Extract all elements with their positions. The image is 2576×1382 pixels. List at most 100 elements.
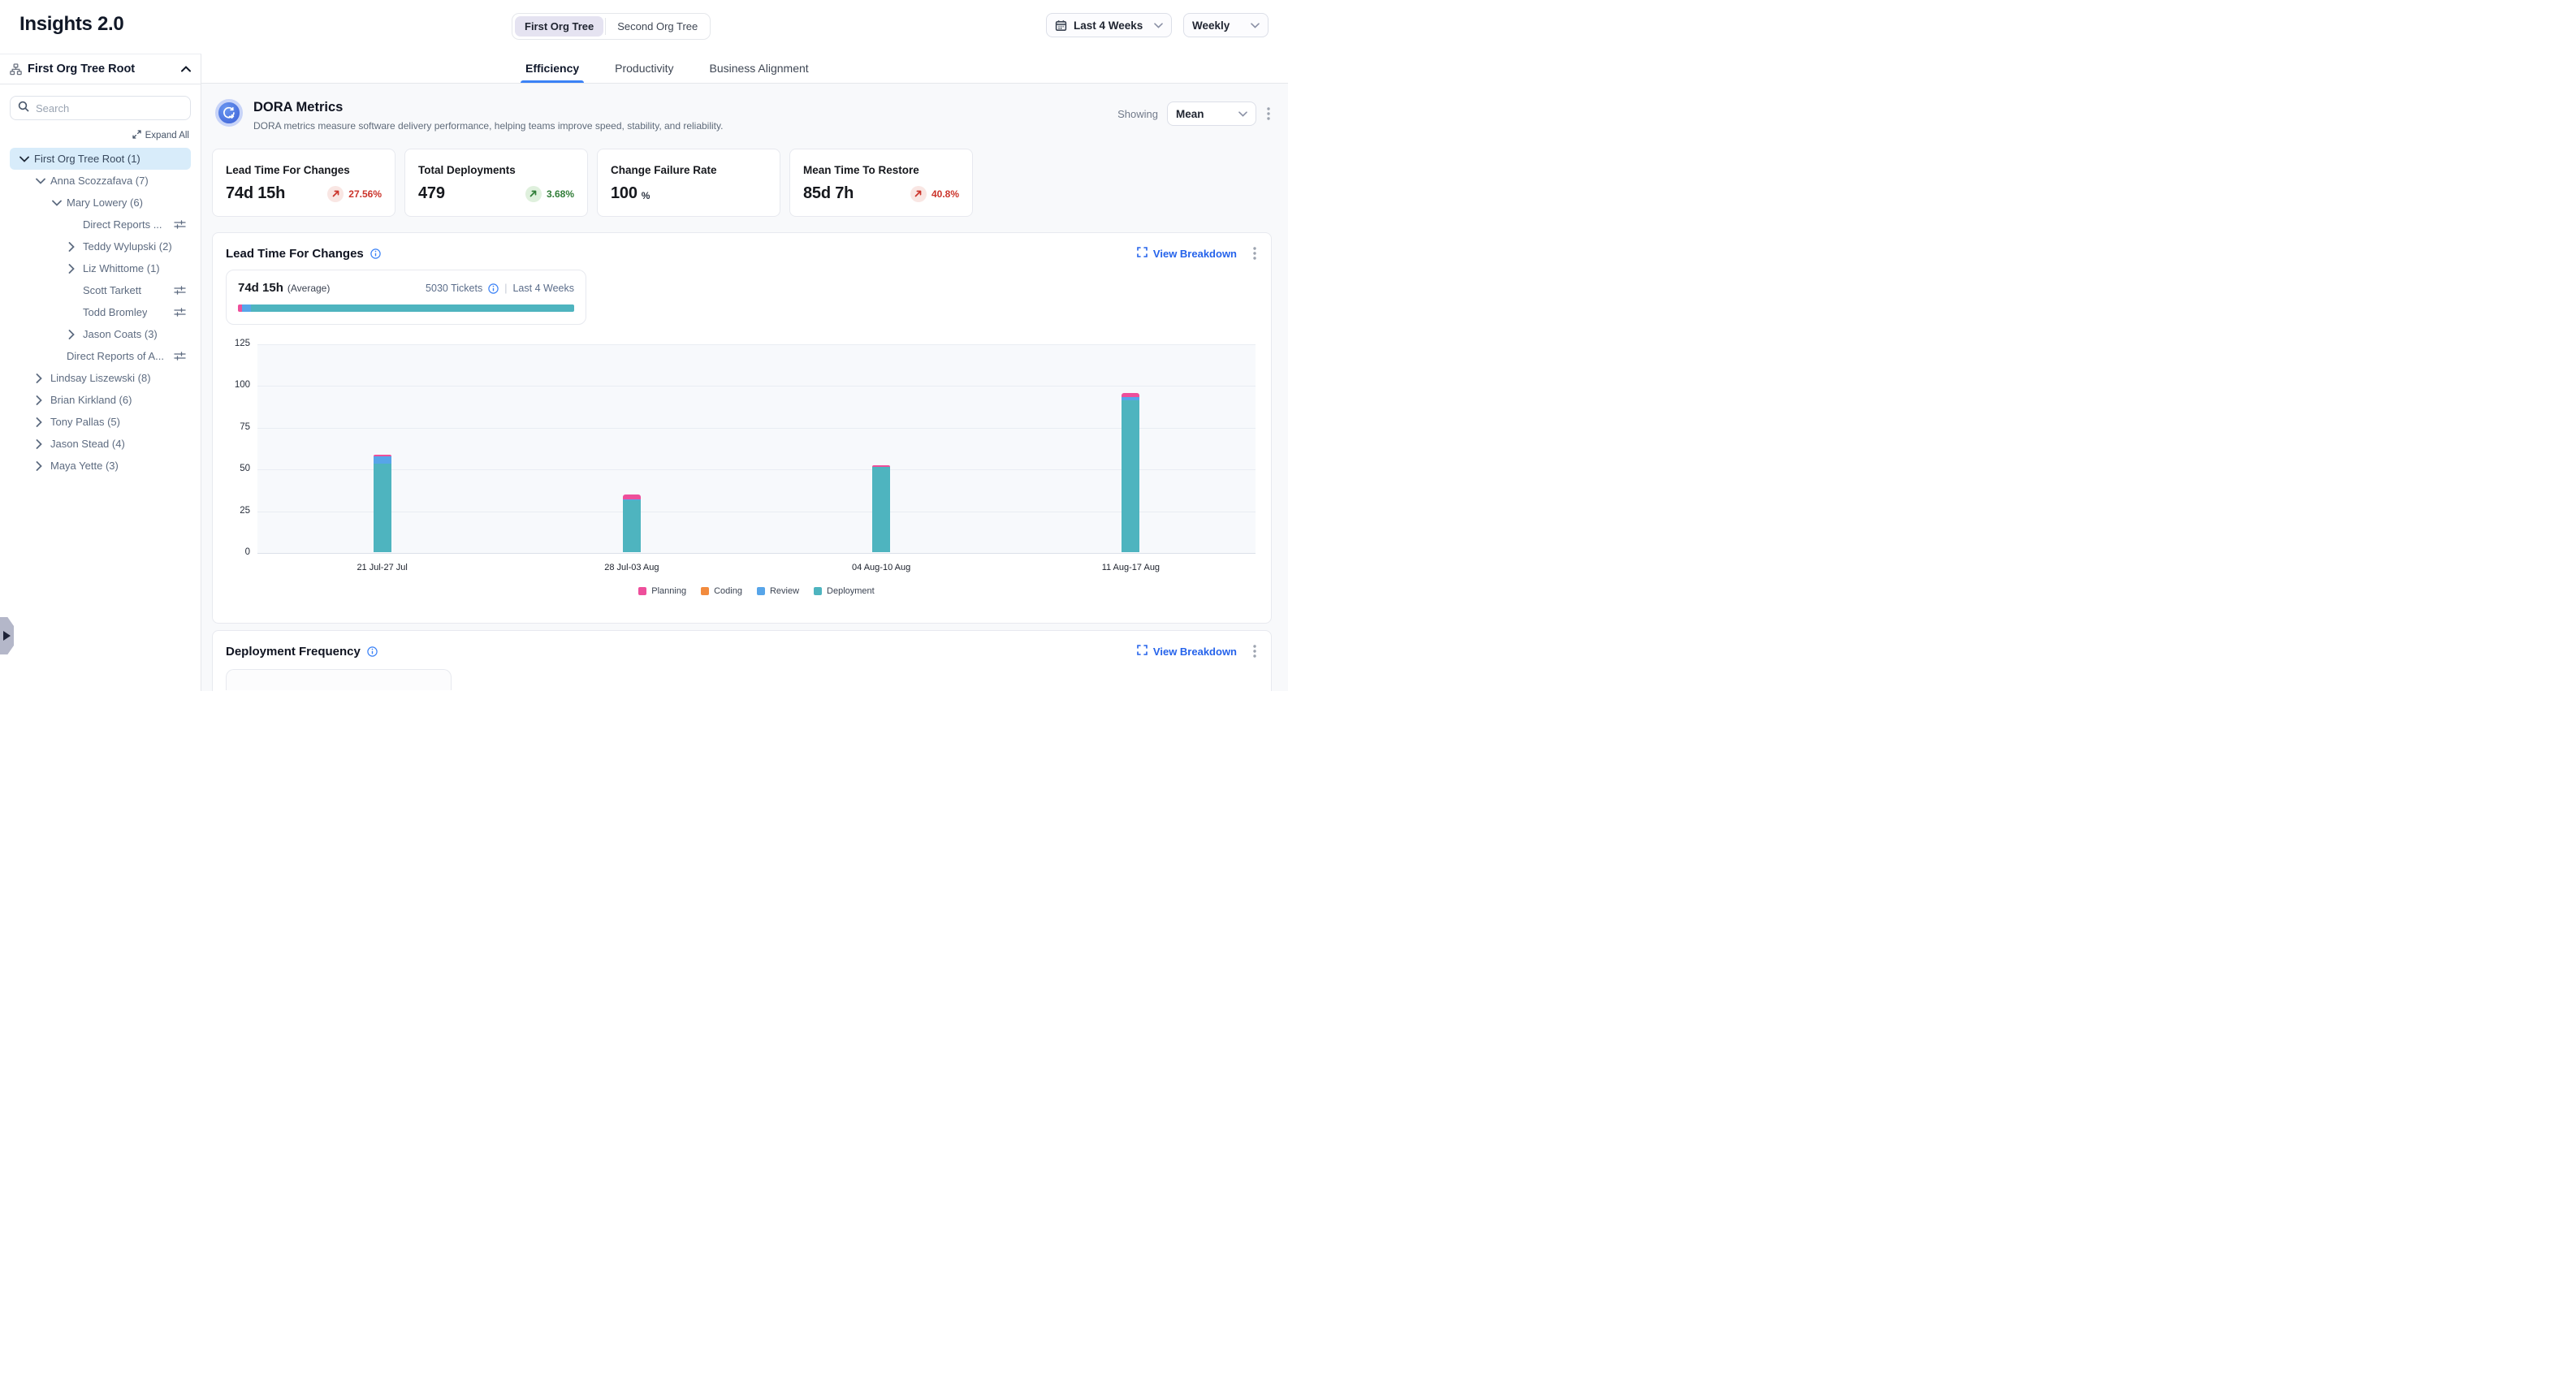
chevron-right-icon: [68, 241, 78, 252]
info-icon[interactable]: [488, 283, 499, 294]
phase-segment-deployment: [251, 304, 574, 312]
trend-delta: 40.8%: [931, 188, 959, 200]
x-axis-label: 28 Jul-03 Aug: [604, 563, 659, 572]
chevron-right-icon: [36, 460, 45, 471]
legend-item-coding: Coding: [701, 586, 742, 596]
tree-item[interactable]: Liz Whittome (1): [10, 257, 191, 279]
trend-badge: 27.56%: [327, 185, 382, 202]
filter-sliders-icon[interactable]: [174, 351, 186, 361]
granularity-select[interactable]: Weekly: [1183, 13, 1269, 37]
chart-plot-area: [257, 344, 1256, 554]
filter-sliders-icon[interactable]: [174, 219, 186, 230]
tree-item[interactable]: Teddy Wylupski (2): [10, 235, 191, 257]
tree-item[interactable]: Lindsay Liszewski (8): [10, 367, 191, 389]
lead-time-chart: 0 25 50 75 100 125 21 Jul-27 Jul 28 Jul-03 Aug 0…: [226, 335, 1258, 602]
summary-value-suffix: (Average): [287, 283, 331, 294]
tree-item-label: Jason Coats (3): [83, 328, 158, 340]
y-axis-tick: 0: [244, 547, 250, 557]
trend-up-arrow-icon: [327, 185, 344, 202]
gridline: [257, 386, 1256, 387]
tree-item-label: Anna Scozzafava (7): [50, 175, 149, 187]
caret-right-icon: [3, 631, 11, 641]
sidebar-collapse-button[interactable]: [181, 66, 191, 72]
filter-sliders-icon[interactable]: [174, 285, 186, 296]
tree-item[interactable]: First Org Tree Root (1): [10, 148, 191, 170]
showing-controls: Showing Mean: [1117, 99, 1272, 126]
date-range-select[interactable]: Last 4 Weeks: [1046, 13, 1172, 37]
metric-value-row: 85d 7h 40.8%: [803, 184, 959, 203]
chevron-right-icon: [68, 263, 78, 274]
metric-value-row: 74d 15h 27.56%: [226, 184, 382, 203]
view-breakdown-button[interactable]: View Breakdown: [1137, 247, 1237, 260]
granularity-value: Weekly: [1192, 19, 1230, 32]
lead-time-section: Lead Time For Changes View Breakdown: [212, 232, 1272, 624]
chevron-right-icon: [36, 373, 45, 383]
deployment-frequency-summary-card: [226, 669, 452, 690]
deployment-frequency-header: Deployment Frequency View Breakdown: [226, 642, 1258, 660]
expand-all-button[interactable]: Expand All: [132, 130, 189, 141]
metric-card-mean-time-to-restore: Mean Time To Restore 85d 7h 40.8%: [789, 149, 973, 217]
tree-item-label: Brian Kirkland (6): [50, 394, 132, 406]
phase-distribution-bar: [238, 304, 574, 312]
trend-up-arrow-icon: [910, 185, 927, 202]
metric-value: 85d 7h: [803, 184, 854, 202]
tree-item[interactable]: Tony Pallas (5): [10, 411, 191, 433]
search-input[interactable]: [36, 101, 183, 114]
tab-bar: Efficiency Productivity Business Alignment: [201, 54, 1288, 84]
legend-label: Planning: [651, 586, 687, 596]
tree-item[interactable]: Anna Scozzafava (7): [10, 170, 191, 192]
view-breakdown-icon: [1137, 247, 1148, 260]
gridline: [257, 344, 1256, 345]
tree-item-label: Liz Whittome (1): [83, 262, 160, 274]
panel-expand-tab[interactable]: [0, 617, 14, 654]
tree-item[interactable]: Mary Lowery (6): [10, 192, 191, 214]
tree-item[interactable]: Jason Stead (4): [10, 433, 191, 455]
sidebar: First Org Tree Root: [0, 54, 201, 691]
tab-business-alignment[interactable]: Business Alignment: [709, 62, 809, 75]
org-tree-toggle-second[interactable]: Second Org Tree: [607, 16, 707, 37]
deployment-frequency-kebab-menu[interactable]: [1251, 643, 1258, 659]
trend-up-arrow-icon: [525, 185, 542, 202]
tree-item[interactable]: Todd Bromley: [10, 301, 191, 323]
tree-item[interactable]: Jason Coats (3): [10, 323, 191, 345]
tree-item[interactable]: Scott Tarkett: [10, 279, 191, 301]
view-breakdown-icon: [1137, 645, 1148, 658]
gridline: [257, 553, 1256, 554]
metric-card-lead-time-for-changes: Lead Time For Changes 74d 15h 27.56%: [212, 149, 395, 217]
lead-time-kebab-menu[interactable]: [1251, 245, 1258, 261]
chevron-down-icon: [1154, 22, 1163, 28]
stacked-bar-21-jul-27-jul: [373, 455, 391, 552]
metric-value-suffix: %: [641, 189, 650, 201]
metric-value: 100: [611, 184, 638, 202]
view-breakdown-label: View Breakdown: [1152, 645, 1237, 658]
view-breakdown-button[interactable]: View Breakdown: [1137, 645, 1237, 658]
meta-divider: |: [504, 283, 508, 294]
info-icon[interactable]: [370, 248, 381, 259]
chevron-down-icon: [19, 156, 29, 162]
bar-segment-review: [1122, 396, 1140, 400]
search-icon: [18, 101, 29, 116]
tab-productivity[interactable]: Productivity: [615, 62, 674, 75]
showing-select[interactable]: Mean: [1167, 101, 1256, 126]
dora-kebab-menu[interactable]: [1265, 106, 1272, 122]
trend-badge: 40.8%: [910, 185, 959, 202]
tree-item[interactable]: Maya Yette (3): [10, 455, 191, 477]
org-tree-toggle-first[interactable]: First Org Tree: [515, 16, 604, 37]
tree-item[interactable]: Direct Reports ...: [10, 214, 191, 235]
metric-value: 74d 15h: [226, 184, 286, 202]
chevron-down-icon: [52, 200, 62, 206]
metric-value-row: 479 3.68%: [418, 184, 574, 203]
search-box: [10, 96, 191, 120]
chevron-down-icon: [1238, 110, 1247, 117]
tree-item[interactable]: Brian Kirkland (6): [10, 389, 191, 411]
tab-efficiency[interactable]: Efficiency: [520, 54, 585, 83]
tree-item[interactable]: Direct Reports of A...: [10, 345, 191, 367]
filter-sliders-icon[interactable]: [174, 307, 186, 317]
tree-item-label: First Org Tree Root (1): [34, 153, 140, 165]
bar-segment-planning: [872, 465, 891, 468]
info-icon[interactable]: [367, 646, 378, 657]
sidebar-body: Expand All First Org Tree Root (1) Anna S…: [0, 84, 201, 477]
deployment-frequency-section: Deployment Frequency View Breakdown: [212, 630, 1272, 691]
y-axis-tick: 25: [240, 505, 250, 516]
dora-subtitle: DORA metrics measure software delivery p…: [253, 120, 724, 132]
